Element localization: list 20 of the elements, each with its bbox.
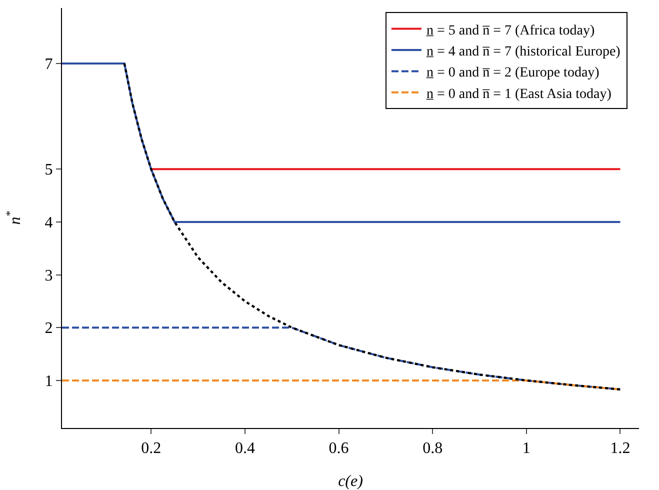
x-tick-label: 0.4 — [234, 440, 255, 458]
y-tick-label: 4 — [44, 214, 53, 232]
y-tick-label: 2 — [44, 320, 53, 338]
y-tick-label: 3 — [44, 267, 53, 284]
legend-label: n̲ = 5 and n̅ = 7 (Africa today) — [426, 23, 595, 38]
legend-label: n̲ = 4 and n̅ = 7 (historical Europe) — [426, 44, 621, 60]
x-tick-label: 0.6 — [328, 440, 349, 458]
x-tick-label: 1.2 — [610, 440, 630, 458]
legend-label: n̲ = 0 and n̅ = 2 (Europe today) — [426, 66, 600, 81]
y-tick-label: 1 — [44, 373, 53, 390]
x-axis-title: c(e) — [338, 473, 363, 490]
x-tick-label: 0.2 — [141, 440, 162, 458]
line-series — [62, 326, 622, 390]
legend-label: n̲ = 0 and n̅ = 1 (East Asia today) — [426, 86, 612, 102]
line-series — [123, 62, 622, 391]
x-tick-label: 0.8 — [422, 440, 443, 458]
y-tick-label: 7 — [44, 56, 53, 74]
line-series — [62, 62, 622, 223]
x-tick-label: 1 — [522, 440, 530, 458]
y-tick-label: 5 — [44, 162, 53, 179]
